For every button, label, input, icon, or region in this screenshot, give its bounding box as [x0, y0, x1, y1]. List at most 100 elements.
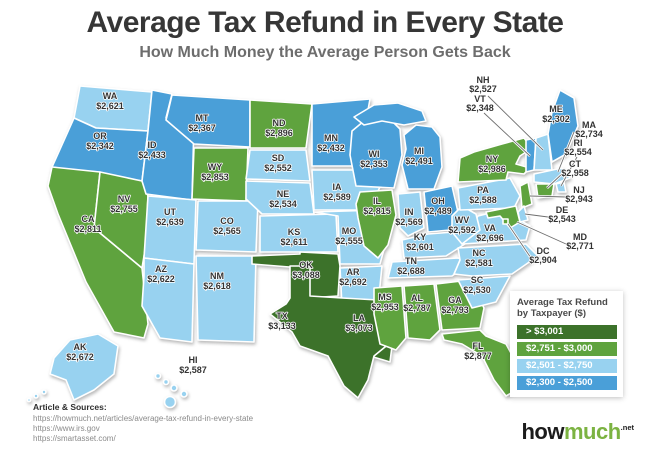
state-abbr: TN	[405, 256, 417, 266]
state-value: $2,771	[566, 241, 594, 251]
legend-item-light-blue: $2,501 - $2,750	[517, 359, 617, 373]
label-wy: WY $2,853	[201, 162, 229, 182]
label-co: CO $2,565	[213, 216, 241, 236]
hi-island	[154, 372, 162, 380]
state-abbr: ND	[273, 118, 286, 128]
state-nd	[249, 99, 313, 149]
state-value: $2,755	[110, 204, 138, 214]
label-ak: AK $2,672	[66, 342, 94, 362]
state-abbr: DE	[556, 205, 569, 215]
state-value: $2,896	[265, 128, 293, 138]
source-link: https://howmuch.net/articles/average-tax…	[33, 414, 254, 423]
state-value: $2,491	[405, 156, 433, 166]
sources-block: Article & Sources: https://howmuch.net/a…	[33, 402, 253, 444]
ak-aleutian-island	[33, 393, 39, 399]
label-nv: NV $2,755	[110, 194, 138, 214]
state-labels: WA $2,621 OR $2,342 ID $2,433 MT $2,367 WY $2…	[65, 74, 603, 376]
state-hi	[154, 372, 188, 409]
hi-island	[162, 378, 170, 386]
source-link: https://www.irs.gov	[33, 424, 100, 433]
state-abbr: PA	[477, 185, 489, 195]
label-ga: GA $2,793	[441, 295, 469, 315]
state-value: $2,565	[213, 226, 241, 236]
state-value: $2,787	[403, 303, 431, 313]
state-abbr: AZ	[155, 264, 167, 274]
state-abbr: NV	[118, 194, 131, 204]
state-abbr: WY	[208, 162, 223, 172]
state-value: $2,353	[360, 159, 388, 169]
state-abbr: NE	[277, 189, 290, 199]
label-va: VA $2,696	[476, 223, 504, 243]
mainland-states	[47, 85, 579, 399]
label-vt: VT $2,348	[466, 94, 494, 113]
state-dc	[502, 218, 509, 225]
state-me	[547, 89, 579, 163]
state-pa	[457, 177, 521, 211]
state-value: $3,073	[345, 323, 373, 333]
state-value: $2,601	[406, 242, 434, 252]
state-abbr: WV	[455, 215, 470, 225]
state-value: $2,589	[323, 192, 351, 202]
state-value: $2,943	[565, 194, 593, 204]
state-abbr: NM	[210, 271, 224, 281]
label-tx: TX $3,133	[268, 311, 296, 331]
label-id: ID $2,433	[138, 140, 166, 160]
label-mt: MT $2,367	[188, 113, 216, 133]
label-wa: WA $2,621	[96, 91, 124, 111]
state-value: $2,986	[478, 164, 506, 174]
state-abbr: ID	[148, 140, 158, 150]
state-abbr: ME	[549, 104, 563, 114]
state-abbr: MS	[378, 292, 392, 302]
label-al: AL $2,787	[403, 293, 431, 313]
state-value: $2,302	[542, 114, 570, 124]
legend-item-blue: $2,300 - $2,500	[517, 376, 617, 390]
hi-island	[163, 395, 177, 409]
state-value: $2,621	[96, 101, 124, 111]
state-value: $2,433	[138, 150, 166, 160]
state-abbr: MO	[342, 226, 357, 236]
state-nm	[195, 255, 257, 343]
label-or: OR $2,342	[86, 131, 114, 151]
state-abbr: UT	[164, 207, 176, 217]
leader-lines	[483, 95, 579, 259]
label-ma: MA $2,734	[575, 120, 603, 139]
page-subtitle: How Much Money the Average Person Gets B…	[139, 44, 511, 61]
state-ak-mainland	[49, 333, 119, 401]
state-abbr: IA	[333, 182, 343, 192]
logo-part-how: how	[521, 419, 564, 444]
label-hi: HI $2,587	[179, 355, 207, 375]
state-abbr: NH	[477, 75, 490, 85]
state-abbr: AR	[347, 267, 360, 277]
state-abbr: RI	[574, 138, 583, 148]
label-dc: DC $2,904	[529, 246, 557, 265]
label-ca: CA $2,811	[74, 214, 101, 234]
state-abbr: MA	[582, 120, 596, 130]
state-ma	[533, 167, 571, 185]
label-ri: RI $2,554	[564, 138, 592, 157]
state-abbr: WI	[369, 149, 380, 159]
label-ct: CT $2,958	[561, 159, 589, 178]
ak-aleutian-island	[26, 397, 32, 403]
state-abbr: NJ	[573, 185, 585, 195]
state-value: $2,692	[339, 277, 367, 287]
state-abbr: IL	[373, 196, 382, 206]
state-value: $2,958	[561, 168, 589, 178]
state-abbr: CT	[569, 159, 581, 169]
state-abbr: VT	[474, 94, 486, 104]
state-value: $2,815	[363, 206, 391, 216]
label-ne: NE $2,534	[269, 189, 297, 209]
state-value: $2,554	[564, 147, 592, 157]
state-value: $2,953	[371, 302, 399, 312]
state-value: $2,587	[179, 365, 207, 375]
state-abbr: HI	[189, 355, 198, 365]
state-abbr: CA	[82, 214, 95, 224]
state-value: $2,342	[86, 141, 114, 151]
legend-title-line2: by Taxpayer ($)	[517, 308, 586, 319]
label-mo: MO $2,555	[335, 226, 363, 246]
state-value: $2,588	[469, 195, 497, 205]
state-fl	[441, 329, 521, 397]
label-mi: MI $2,491	[405, 146, 433, 166]
state-value: $2,489	[424, 206, 452, 216]
label-mn: MN $2,432	[317, 133, 345, 153]
